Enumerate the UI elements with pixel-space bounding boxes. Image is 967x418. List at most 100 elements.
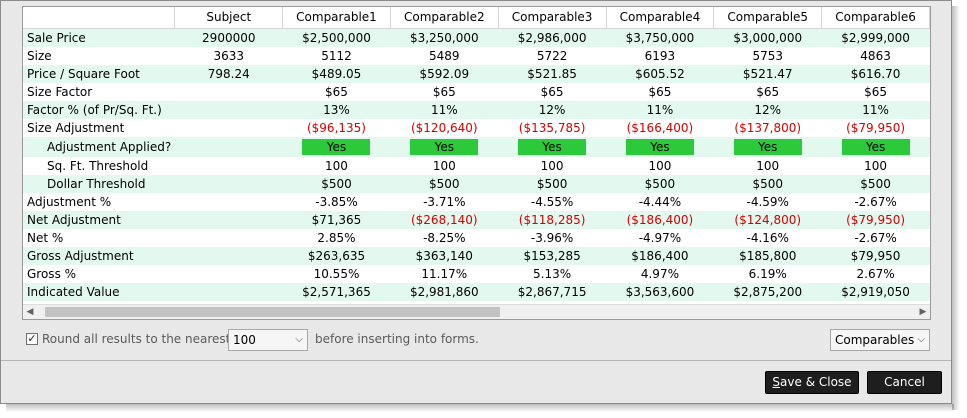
table-cell: $500 (390, 175, 499, 193)
table-cell: -4.16% (713, 229, 822, 247)
table-cell: -4.44% (606, 193, 714, 211)
table-row: Factor % (of Pr/Sq. Ft.) 13% 11% 12% 11% 12% 1… (23, 101, 930, 119)
table-cell: $79,950 (821, 247, 930, 265)
table-cell: $521.85 (498, 65, 607, 83)
table-row: Gross Adjustment $263,635 $363,140 $153,285… (23, 247, 930, 265)
adjustment-applied-toggle[interactable]: Yes (733, 139, 802, 155)
window-shadow-right (952, 6, 960, 410)
adjustment-applied-toggle[interactable]: Yes (302, 139, 371, 155)
table-row: Dollar Threshold $500 $500 $500 $500 $500 $500 (23, 175, 930, 193)
table-row: Price / Square Foot 798.24 $489.05 $592.09 $… (23, 65, 930, 83)
row-label: Gross Adjustment (23, 247, 175, 265)
row-label: Factor % (of Pr/Sq. Ft.) (23, 101, 175, 119)
column-header-comparable5: Comparable5 (713, 7, 823, 29)
table-cell: ($120,640) (390, 119, 499, 137)
column-header-comparable3: Comparable3 (498, 7, 607, 29)
table-cell: 100 (282, 157, 391, 175)
table-cell: $592.09 (390, 65, 499, 83)
table-cell: Yes (713, 137, 822, 157)
target-select-value: Comparables (835, 333, 915, 347)
table-cell: ($124,800) (713, 211, 822, 229)
table-cell: $521.47 (713, 65, 822, 83)
round-results-checkbox[interactable]: ✓ (26, 333, 38, 345)
round-nearest-select[interactable]: 100 ⌵ (228, 329, 308, 351)
table-cell: 5753 (713, 47, 822, 65)
table-cell: 4.97% (606, 265, 714, 283)
table-cell: $65 (498, 83, 607, 101)
adjustment-table: Subject Comparable1 Comparable2 Comparab… (23, 7, 930, 301)
table-cell: ($135,785) (498, 119, 607, 137)
table-cell: $2,981,860 (390, 283, 499, 301)
table-cell: ($268,140) (390, 211, 499, 229)
table-cell: $2,999,000 (821, 28, 930, 47)
table-row: Gross % 10.55% 11.17% 5.13% 4.97% 6.19% 2.67% (23, 265, 930, 283)
table-cell: 100 (498, 157, 607, 175)
table-cell: 2.85% (282, 229, 391, 247)
table-cell: $2,867,715 (498, 283, 607, 301)
table-cell: Yes (282, 137, 391, 157)
table-cell: $3,750,000 (606, 28, 714, 47)
column-header-comparable6: Comparable6 (821, 7, 930, 29)
table-cell: 100 (606, 157, 714, 175)
table-row: Net Adjustment $71,365 ($268,140) ($118,285… (23, 211, 930, 229)
table-row: Sq. Ft. Threshold 100 100 100 100 100 100 (23, 157, 930, 175)
table-cell: $2,571,365 (282, 283, 391, 301)
scroll-left-arrow-icon[interactable]: ◀ (26, 307, 34, 317)
table-cell: $500 (821, 175, 930, 193)
table-cell: 2900000 (174, 28, 283, 47)
cancel-button[interactable]: Cancel (867, 371, 942, 394)
row-label: Adjustment % (23, 193, 175, 211)
table-cell: -8.25% (390, 229, 499, 247)
horizontal-scrollbar[interactable]: ◀ ▶ (23, 304, 930, 319)
inserting-forms-label: before inserting into forms. (315, 332, 479, 346)
target-select[interactable]: Comparables ⌵ (830, 329, 930, 351)
column-header-comparable4: Comparable4 (606, 7, 715, 29)
round-nearest-value: 100 (233, 333, 256, 347)
scrollbar-thumb[interactable] (45, 307, 500, 317)
table-cell: Yes (390, 137, 499, 157)
table-cell: 10.55% (282, 265, 391, 283)
adjustment-applied-toggle[interactable]: Yes (841, 139, 910, 155)
table-cell: $71,365 (282, 211, 391, 229)
table-cell: 5.13% (498, 265, 607, 283)
adjustment-applied-toggle[interactable]: Yes (518, 139, 587, 155)
table-cell: 11% (821, 101, 930, 119)
table-cell: -3.85% (282, 193, 391, 211)
table-cell: ($96,135) (282, 119, 391, 137)
table-cell (174, 175, 283, 193)
table-cell: -4.59% (713, 193, 822, 211)
row-label: Adjustment Applied? (23, 137, 175, 157)
scroll-right-arrow-icon[interactable]: ▶ (919, 307, 927, 317)
table-cell: Yes (821, 137, 930, 157)
table-row: Adjustment Applied? Yes Yes Yes Yes Yes Yes (23, 137, 930, 157)
table-cell (174, 101, 283, 119)
save-close-button[interactable]: Save & Close (765, 371, 859, 394)
table-cell: 798.24 (174, 65, 283, 83)
table-cell (174, 265, 283, 283)
chevron-down-icon: ⌵ (295, 334, 303, 345)
row-label: Indicated Value (23, 283, 175, 301)
table-cell: Yes (606, 137, 714, 157)
table-cell: 5112 (282, 47, 391, 65)
row-label: Sale Price (23, 28, 175, 47)
table-cell: $500 (713, 175, 822, 193)
table-cell: Yes (498, 137, 607, 157)
table-cell: 100 (821, 157, 930, 175)
table-cell: -4.55% (498, 193, 607, 211)
table-cell: $65 (713, 83, 822, 101)
table-cell: ($79,950) (821, 119, 930, 137)
row-label: Dollar Threshold (23, 175, 175, 193)
table-cell: $500 (606, 175, 714, 193)
column-header-label (23, 7, 176, 29)
table-row: Size 3633 5112 5489 5722 6193 5753 4863 (23, 47, 930, 65)
table-row: Size Factor $65 $65 $65 $65 $65 $65 (23, 83, 930, 101)
table-cell: 4863 (821, 47, 930, 65)
table-header-row: Subject Comparable1 Comparable2 Comparab… (23, 7, 930, 29)
round-results-label[interactable]: Round all results to the nearest (42, 332, 231, 346)
adjustment-applied-toggle[interactable]: Yes (625, 139, 694, 155)
table-cell: $616.70 (821, 65, 930, 83)
table-cell: $3,000,000 (713, 28, 822, 47)
table-cell: ($79,950) (821, 211, 930, 229)
adjustment-applied-toggle[interactable]: Yes (410, 139, 479, 155)
table-cell (174, 229, 283, 247)
